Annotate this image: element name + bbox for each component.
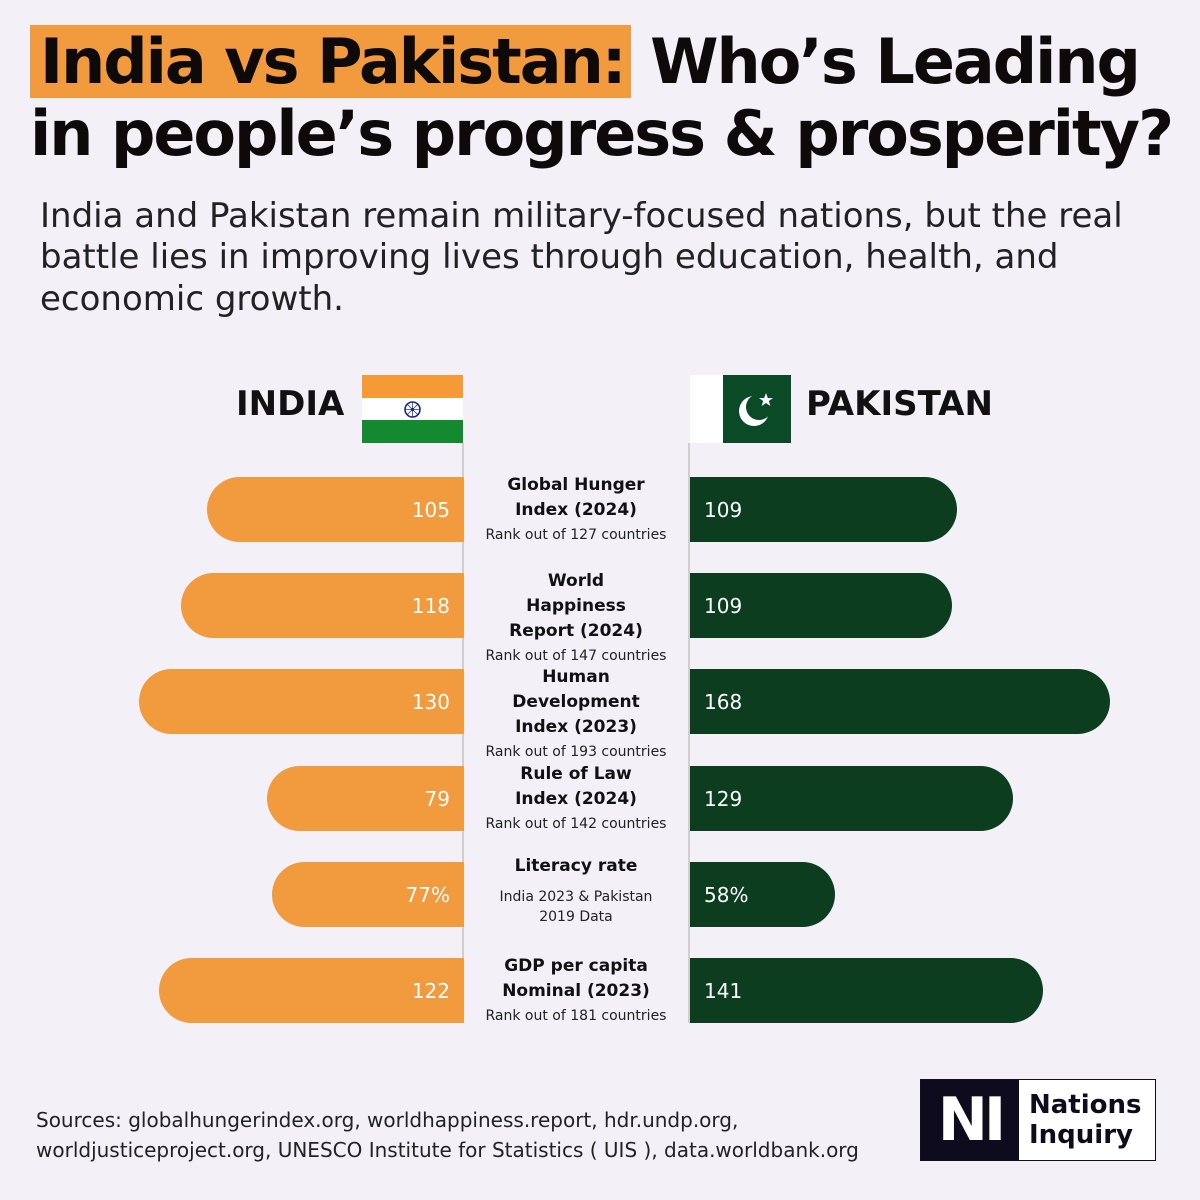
logo-line-2: Inquiry — [1029, 1120, 1133, 1150]
pakistan-bar: 109 — [690, 477, 958, 542]
india-bar: 130 — [139, 669, 464, 734]
subtitle: India and Pakistan remain military-focus… — [40, 196, 1123, 319]
category-label: Global Hunger Index (2024) Rank out of 12… — [464, 473, 688, 545]
category-note: Rank out of 147 countries — [485, 648, 667, 664]
category-name: GDP per capita Nominal (2023) — [502, 956, 650, 1001]
category-note: India 2023 & Pakistan 2019 Data — [499, 889, 653, 925]
category-name: Literacy rate — [514, 856, 638, 876]
category-note: Rank out of 127 countries — [485, 527, 667, 543]
pakistan-bar: 58% — [690, 862, 835, 927]
pakistan-value-label: 109 — [704, 593, 743, 618]
category-label: Literacy rate India 2023 & Pakistan 2019 … — [464, 856, 688, 927]
pakistan-bar: 141 — [690, 958, 1043, 1023]
pakistan-bar: 109 — [690, 573, 952, 638]
pakistan-label: PAKISTAN — [806, 384, 993, 424]
title-rest: Who’s Leading in people’s progress & pro… — [30, 25, 1174, 170]
india-bar: 77% — [271, 862, 464, 927]
category-label: GDP per capita Nominal (2023) Rank out of… — [464, 954, 688, 1026]
category-label: World Happiness Report (2024) Rank out of… — [464, 569, 688, 666]
category-name: World Happiness Report (2024) — [509, 571, 643, 641]
india-bar: 122 — [159, 958, 464, 1023]
category-label: Human Development Index (2023) Rank out o… — [464, 665, 688, 762]
india-value-label: 79 — [424, 786, 450, 811]
pakistan-flag-icon — [690, 375, 791, 443]
page-title: India vs Pakistan: Who’s Leading in peop… — [30, 25, 1190, 170]
pakistan-bar: 168 — [690, 669, 1110, 734]
logo-line-1: Nations — [1029, 1090, 1142, 1120]
india-value-label: 122 — [411, 978, 450, 1003]
pakistan-bar: 129 — [690, 766, 1013, 831]
right-divider — [688, 443, 690, 1023]
category-label: Rule of Law Index (2024) Rank out of 142 … — [464, 762, 688, 834]
india-flag-icon — [362, 375, 463, 443]
category-note: Rank out of 193 countries — [485, 744, 667, 760]
pakistan-value-label: 58% — [704, 882, 749, 907]
pakistan-value-label: 129 — [704, 786, 743, 811]
category-name: Rule of Law Index (2024) — [515, 764, 637, 809]
sources-note: Sources: globalhungerindex.org, worldhap… — [36, 1108, 859, 1162]
category-note: Rank out of 142 countries — [485, 816, 667, 832]
nations-inquiry-logo: NI Nations Inquiry — [920, 1079, 1156, 1161]
category-name: Human Development Index (2023) — [512, 667, 640, 737]
india-bar: 79 — [266, 766, 464, 831]
pakistan-value-label: 109 — [704, 497, 743, 522]
india-label: INDIA — [236, 384, 345, 424]
logo-mark: NI — [921, 1080, 1019, 1160]
india-value-label: 77% — [405, 882, 450, 907]
india-bar: 105 — [206, 477, 464, 542]
title-highlight: India vs Pakistan: — [30, 25, 631, 98]
pakistan-value-label: 168 — [704, 689, 743, 714]
category-note: Rank out of 181 countries — [485, 1008, 667, 1024]
india-value-label: 118 — [411, 593, 450, 618]
india-bar: 118 — [180, 573, 464, 638]
india-value-label: 130 — [411, 689, 450, 714]
category-name: Global Hunger Index (2024) — [507, 475, 645, 520]
india-value-label: 105 — [411, 497, 450, 522]
pakistan-value-label: 141 — [704, 978, 743, 1003]
